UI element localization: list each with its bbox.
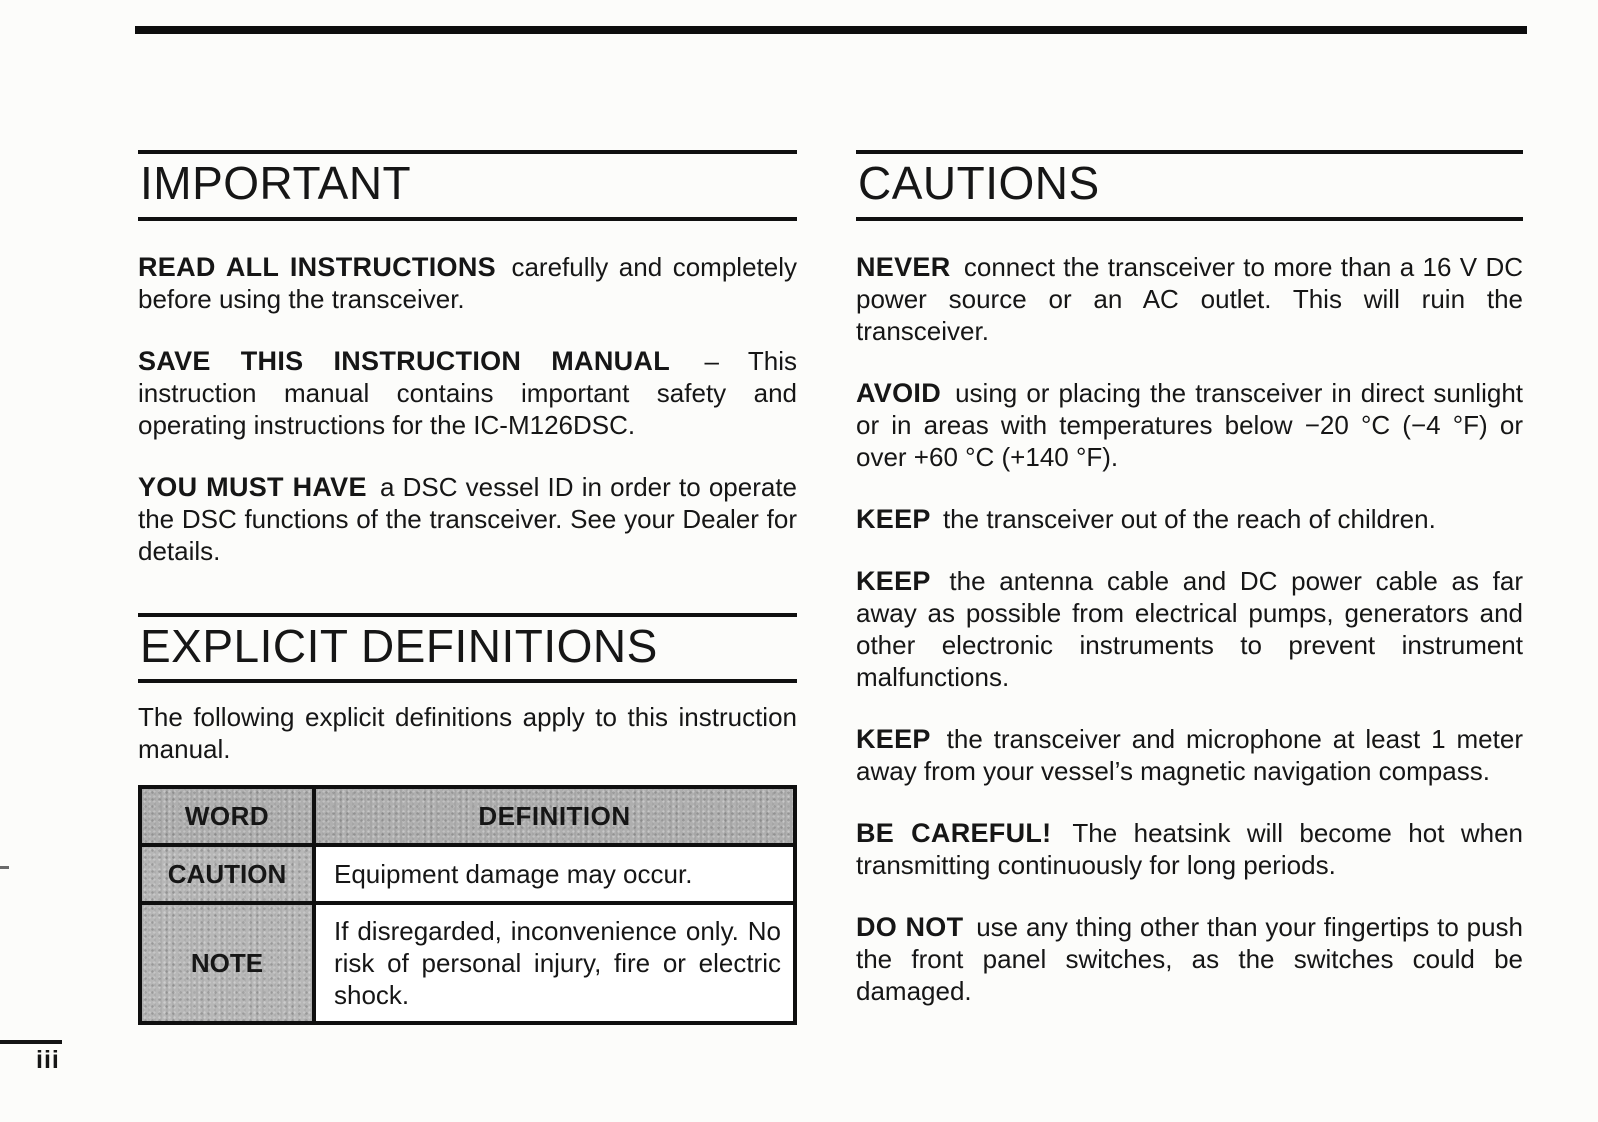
left-column: IMPORTANT READ ALL INSTRUCTIONS carefull… [138, 150, 797, 1026]
footer-rule [0, 1040, 62, 1044]
table-header-word: WORD [138, 785, 316, 848]
paragraph-text: a DSC vessel ID in order to operate the … [138, 471, 798, 566]
table-header-row: WORD DEFINITION [138, 785, 797, 848]
paragraph-text: the antenna cable and DC power cable as … [856, 565, 1523, 692]
paragraph-text: the transceiver out of the reach of chil… [935, 503, 1436, 534]
paragraph-lead: AVOID [856, 377, 942, 408]
paragraph-read-all-instructions: READ ALL INSTRUCTIONS carefully and comp… [138, 251, 797, 315]
paragraph-lead: NEVER [856, 251, 951, 282]
table-row-caution: CAUTION Equipment damage may occur. [138, 843, 797, 906]
paragraph-lead: YOU MUST HAVE [138, 471, 367, 502]
paragraph-never: NEVER connect the transceiver to more th… [856, 251, 1523, 347]
section-title-cautions: CAUTIONS [856, 150, 1523, 221]
section-title-important: IMPORTANT [138, 150, 797, 221]
page-top-rule [135, 26, 1527, 34]
paragraph-lead: DO NOT [856, 911, 964, 942]
paragraph-be-careful: BE CAREFUL! The heatsink will become hot… [856, 817, 1523, 881]
paragraph-lead: KEEP [856, 503, 931, 534]
paragraph-keep-cables: KEEP the antenna cable and DC power cabl… [856, 565, 1523, 693]
scan-artifact [0, 866, 9, 869]
paragraph-lead: KEEP [856, 723, 931, 754]
paragraph-text: – This instruction manual contains impor… [138, 345, 797, 440]
paragraph-keep-children: KEEP the transceiver out of the reach of… [856, 503, 1523, 535]
paragraph-text: the transceiver and microphone at least … [856, 723, 1523, 786]
table-cell-word-note: NOTE [138, 901, 316, 1026]
paragraph-avoid: AVOID using or placing the transceiver i… [856, 377, 1523, 473]
right-column: CAUTIONS NEVER connect the transceiver t… [856, 150, 1523, 1007]
paragraph-lead: KEEP [856, 565, 931, 596]
table-cell-word-caution: CAUTION [138, 843, 316, 906]
section-title-explicit-definitions: EXPLICIT DEFINITIONS [138, 612, 797, 684]
paragraph-keep-compass: KEEP the transceiver and microphone at l… [856, 723, 1523, 787]
table-cell-definition-caution: Equipment damage may occur. [312, 843, 797, 906]
definitions-intro: The following explicit definitions apply… [138, 702, 797, 765]
paragraph-lead: BE CAREFUL! [856, 817, 1052, 848]
table-cell-definition-note: If disregarded, inconvenience only. No r… [312, 901, 797, 1026]
paragraph-save-manual: SAVE THIS INSTRUCTION MANUAL – This inst… [138, 345, 797, 441]
table-header-definition: DEFINITION [312, 785, 797, 848]
paragraph-lead: SAVE THIS INSTRUCTION MANUAL [138, 345, 671, 376]
paragraph-text: The heatsink will become hot when transm… [856, 817, 1523, 880]
paragraph-you-must-have: YOU MUST HAVE a DSC vessel ID in order t… [138, 471, 797, 567]
paragraph-text: using or placing the transceiver in dire… [856, 377, 1523, 472]
paragraph-text: use any thing other than your fingertips… [856, 911, 1523, 1006]
paragraph-text: connect the transceiver to more than a 1… [856, 251, 1523, 346]
definitions-table: WORD DEFINITION CAUTION Equipment damage… [138, 785, 797, 1026]
table-row-note: NOTE If disregarded, inconvenience only.… [138, 901, 797, 1026]
paragraph-do-not: DO NOT use any thing other than your fin… [856, 911, 1523, 1007]
page-number: iii [36, 1046, 60, 1074]
paragraph-lead: READ ALL INSTRUCTIONS [138, 251, 496, 282]
paragraph-text: carefully and completely before using th… [138, 251, 797, 314]
